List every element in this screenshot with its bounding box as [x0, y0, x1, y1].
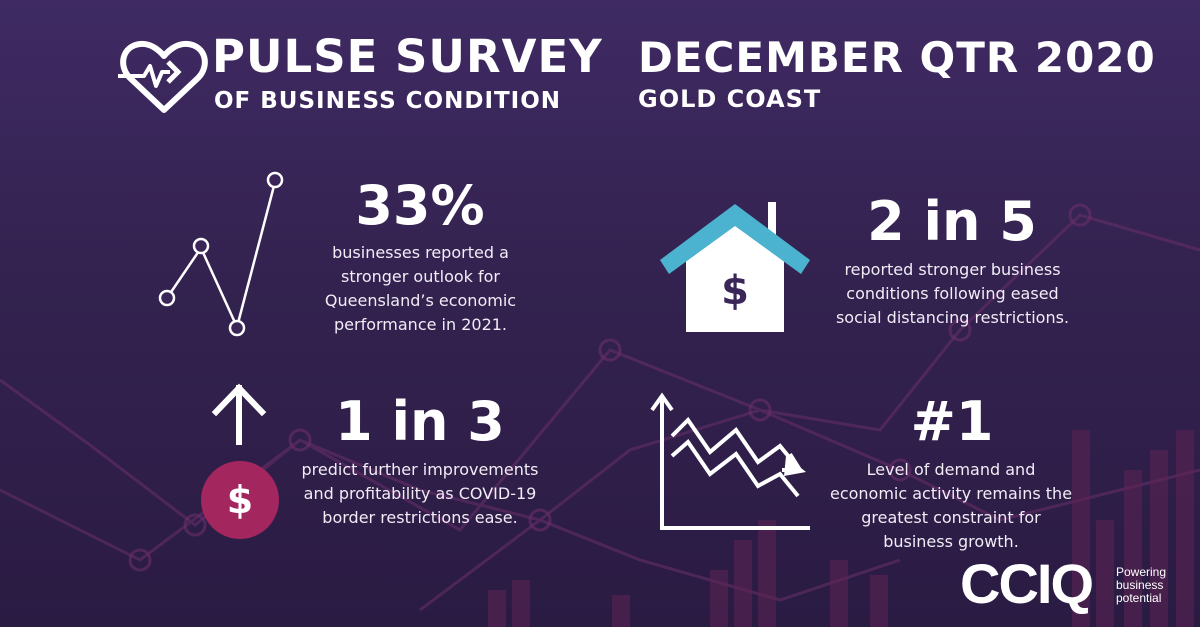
- house-dollar-icon: $: [660, 202, 810, 332]
- stat-constraint-description: Level of demand and economic activity re…: [829, 460, 1073, 551]
- brand-tagline: Powering business potential: [1116, 565, 1167, 605]
- stat-conditions-description: reported stronger business conditions fo…: [835, 260, 1070, 327]
- heart-pulse-icon: [118, 40, 208, 113]
- stat-outlook-value: 33%: [355, 174, 485, 237]
- report-location: GOLD COAST: [638, 85, 822, 113]
- page-subtitle: OF BUSINESS CONDITION: [214, 88, 562, 114]
- page-title: PULSE SURVEY: [212, 30, 603, 83]
- stat-outlook-description: businesses reported a stronger outlook f…: [324, 243, 517, 334]
- line-chart-icon: [158, 171, 284, 337]
- declining-chart-icon: [650, 392, 810, 530]
- cciq-logo: CCIQ: [960, 552, 1094, 615]
- report-period: DECEMBER QTR 2020: [638, 33, 1156, 82]
- stat-profitability-description: predict further improvements and profita…: [301, 460, 539, 527]
- arrow-up-icon: [211, 383, 267, 445]
- stat-constraint-value: #1: [910, 390, 994, 453]
- stat-conditions-value: 2 in 5: [867, 190, 1037, 253]
- dollar-coin-icon: $: [201, 461, 279, 539]
- house-dollar-sign: $: [721, 268, 749, 314]
- stat-profitability-value: 1 in 3: [335, 390, 505, 453]
